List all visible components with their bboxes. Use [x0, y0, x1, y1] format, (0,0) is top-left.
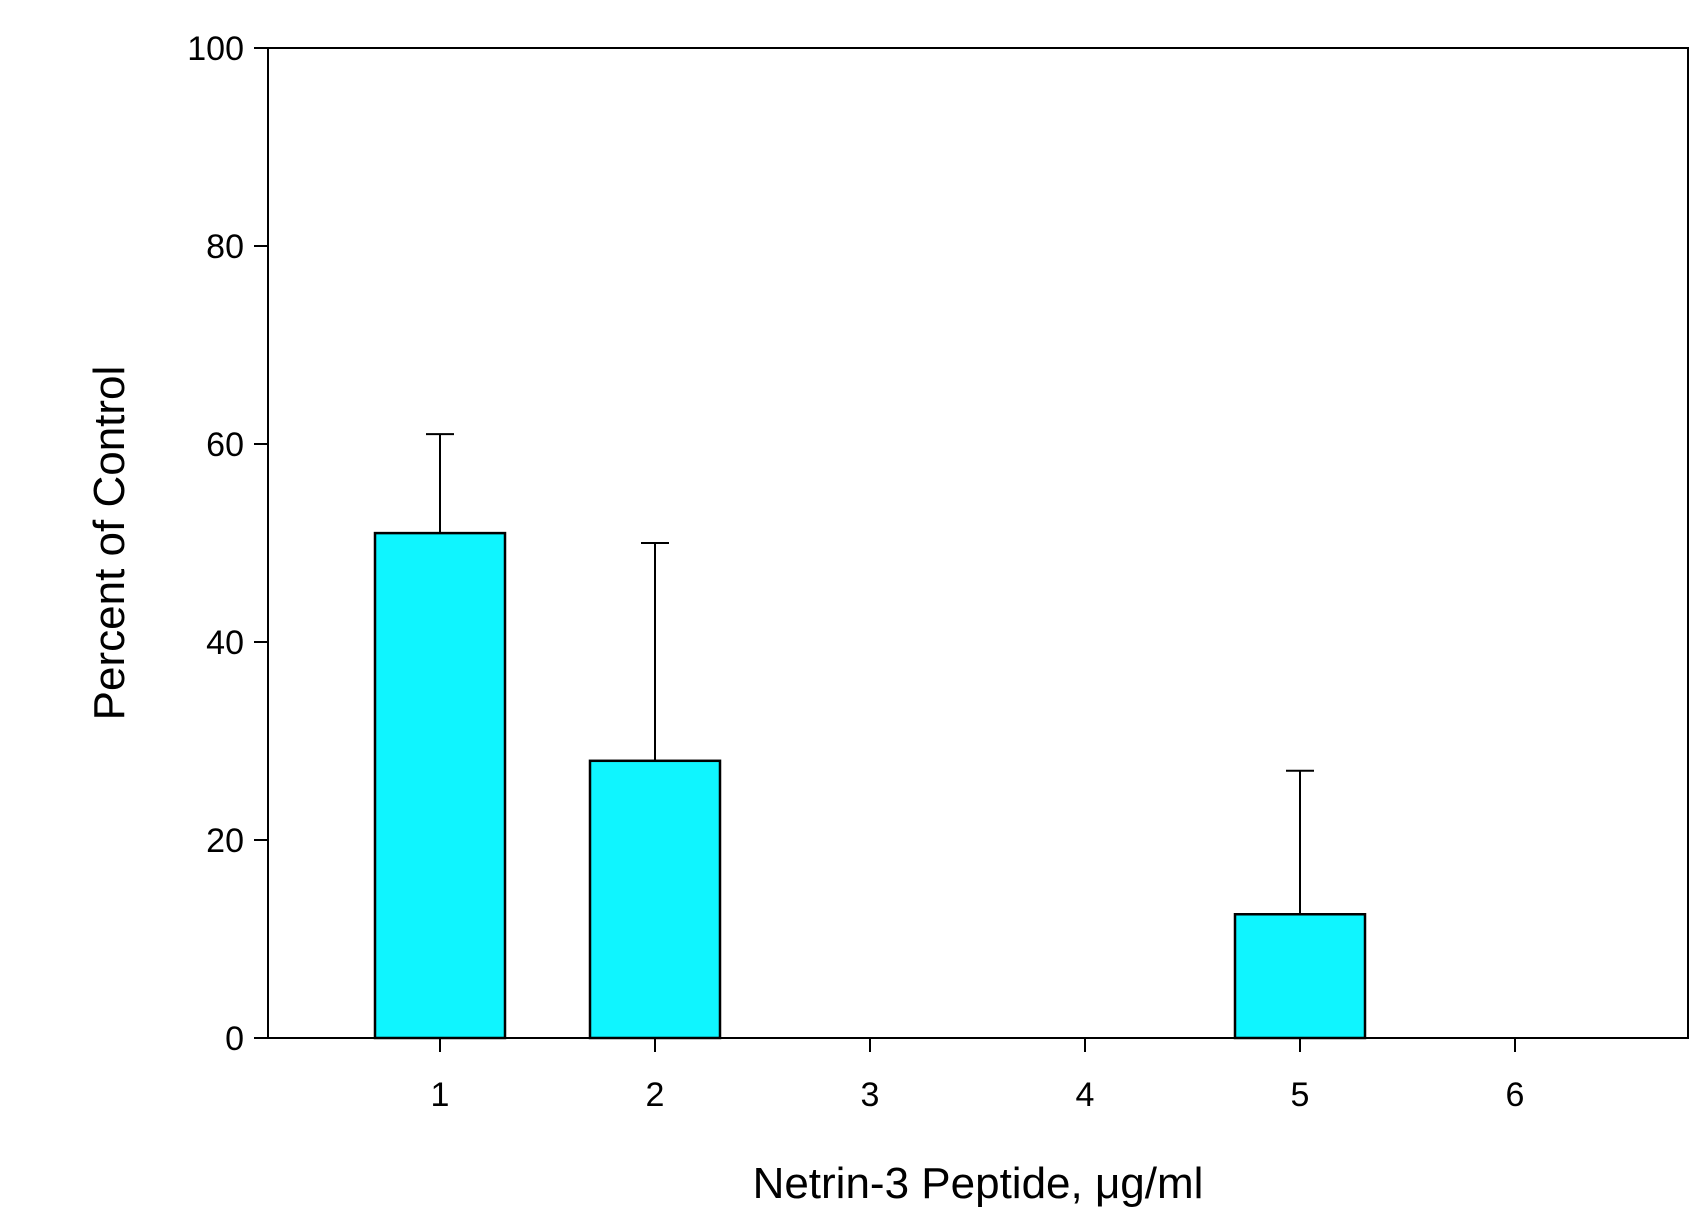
- y-tick-label: 60: [206, 426, 244, 464]
- x-tick-label: 1: [431, 1076, 450, 1114]
- x-tick-label: 6: [1506, 1076, 1525, 1114]
- x-tick-label: 2: [646, 1076, 665, 1114]
- plot-frame: [267, 47, 1689, 1039]
- bars: [373, 531, 1367, 1040]
- error-bars: [426, 433, 1314, 915]
- bar-1: [373, 531, 507, 1040]
- y-tick-label: 0: [225, 1020, 244, 1058]
- y-axis: 0 20 40 60 80 100: [187, 30, 268, 1058]
- y-tick-label: 80: [206, 228, 244, 266]
- y-tick-label: 40: [206, 624, 244, 662]
- x-tick-label: 3: [861, 1076, 880, 1114]
- x-tick-label: 4: [1076, 1076, 1095, 1114]
- y-tick-label: 20: [206, 822, 244, 860]
- y-axis-title: Percent of Control: [85, 366, 134, 721]
- x-axis-title: Netrin-3 Peptide, μg/ml: [753, 1159, 1204, 1208]
- bar-2: [588, 759, 722, 1040]
- x-tick-label: 5: [1291, 1076, 1310, 1114]
- y-tick-label: 100: [187, 30, 244, 68]
- x-axis: 1 2 3 4 5 6: [431, 1038, 1525, 1114]
- bar-5: [1233, 913, 1367, 1040]
